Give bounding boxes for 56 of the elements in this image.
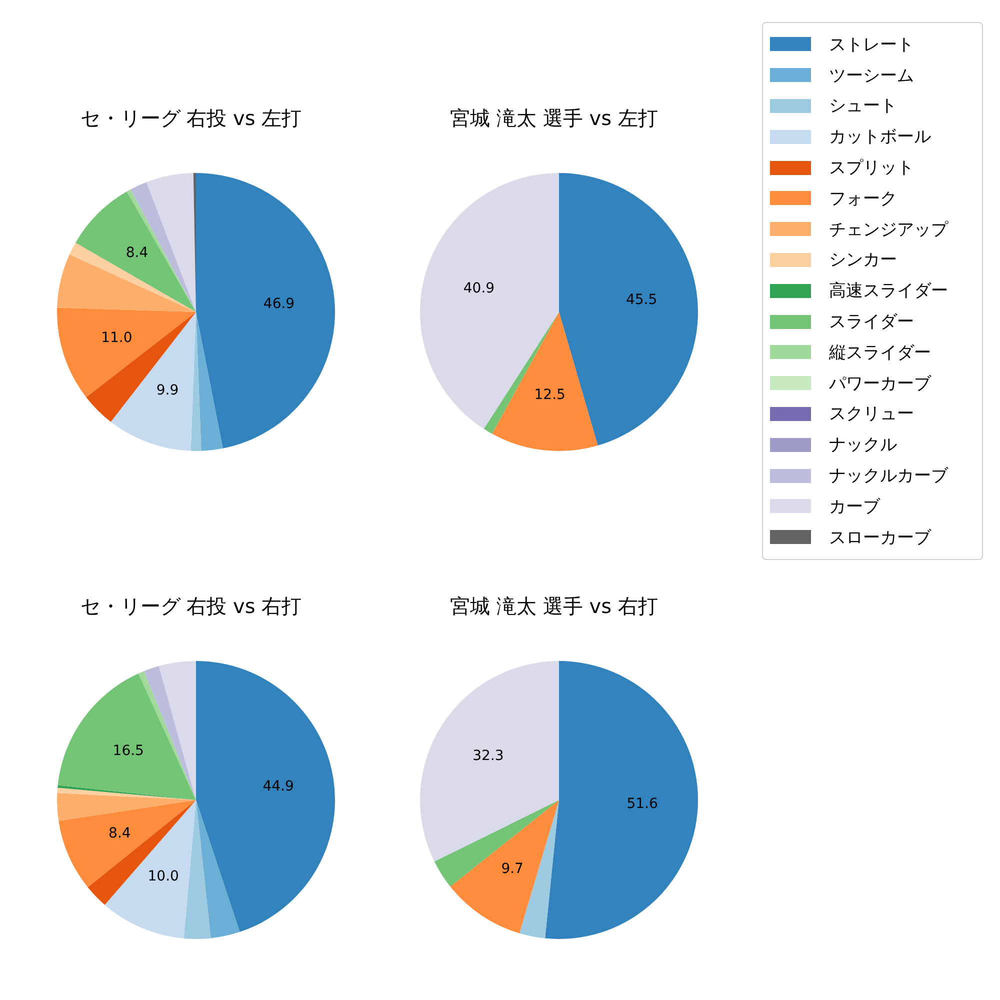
data-label: 51.6 xyxy=(626,796,658,812)
data-label: 45.5 xyxy=(626,292,658,308)
data-label: 40.9 xyxy=(463,280,495,296)
pie-slice xyxy=(158,661,196,800)
pie-slice xyxy=(69,242,196,312)
legend-label: パワーカーブ xyxy=(829,372,931,395)
chart-title: 宮城 滝太 選手 vs 左打 xyxy=(449,105,659,132)
chart-title: 宮城 滝太 選手 vs 右打 xyxy=(449,593,659,620)
legend-label: ナックルカーブ xyxy=(829,465,948,488)
legend-label: フォーク xyxy=(829,188,897,210)
data-label: 10.0 xyxy=(148,868,179,885)
data-label: 9.9 xyxy=(156,382,179,398)
pie-slice xyxy=(88,800,196,905)
data-label: 8.4 xyxy=(108,826,131,842)
pie-slice xyxy=(196,661,335,932)
data-label: 16.5 xyxy=(112,743,144,760)
legend-label: カーブ xyxy=(829,496,880,518)
legend-label: スクリュー xyxy=(829,403,914,426)
pie-slice xyxy=(196,173,335,448)
legend-label: シュート xyxy=(829,95,897,118)
legend-label: スプリット xyxy=(829,157,914,180)
data-label: 12.5 xyxy=(534,386,566,403)
pie-slice xyxy=(57,793,196,821)
pie-slice xyxy=(57,308,196,398)
pie-slice xyxy=(196,800,240,938)
legend-label: ツーシーム xyxy=(829,64,914,87)
chart-title: セ・リーグ 右投 vs 右打 xyxy=(79,593,303,620)
legend-label: スローカーブ xyxy=(829,526,931,549)
legend-label: ナックル xyxy=(829,434,897,456)
legend-label: スライダー xyxy=(829,311,914,334)
data-label: 11.0 xyxy=(101,330,132,346)
pie-slice xyxy=(184,800,211,939)
pie-slice xyxy=(146,173,196,312)
pie-slice xyxy=(86,312,196,422)
legend-label: チェンジアップ xyxy=(829,218,948,241)
pie-slice xyxy=(196,312,223,451)
pie-slice xyxy=(58,800,196,888)
pie-slice xyxy=(492,312,598,451)
pie-slice xyxy=(420,661,559,862)
legend-label: 高速スライダー xyxy=(829,280,948,302)
pie-slice xyxy=(545,661,698,939)
pie-slice xyxy=(450,800,559,934)
pie-slice xyxy=(75,191,196,312)
pie-slice xyxy=(58,673,196,800)
text: セ・リーグ 右投 vs 左打 xyxy=(79,105,303,132)
data-label: 32.3 xyxy=(472,748,504,764)
legend-label: ストレート xyxy=(829,34,914,56)
data-label: 46.9 xyxy=(263,296,295,312)
legend-label: 縦スライダー xyxy=(829,342,931,364)
pie-slice xyxy=(104,800,196,938)
data-label: 9.7 xyxy=(501,861,524,878)
legend-label: カットボール xyxy=(829,126,931,148)
pie-slice xyxy=(434,800,559,887)
data-label: 44.9 xyxy=(262,778,294,795)
data-label: 8.4 xyxy=(126,245,148,262)
legend-label: シンカー xyxy=(829,249,897,272)
